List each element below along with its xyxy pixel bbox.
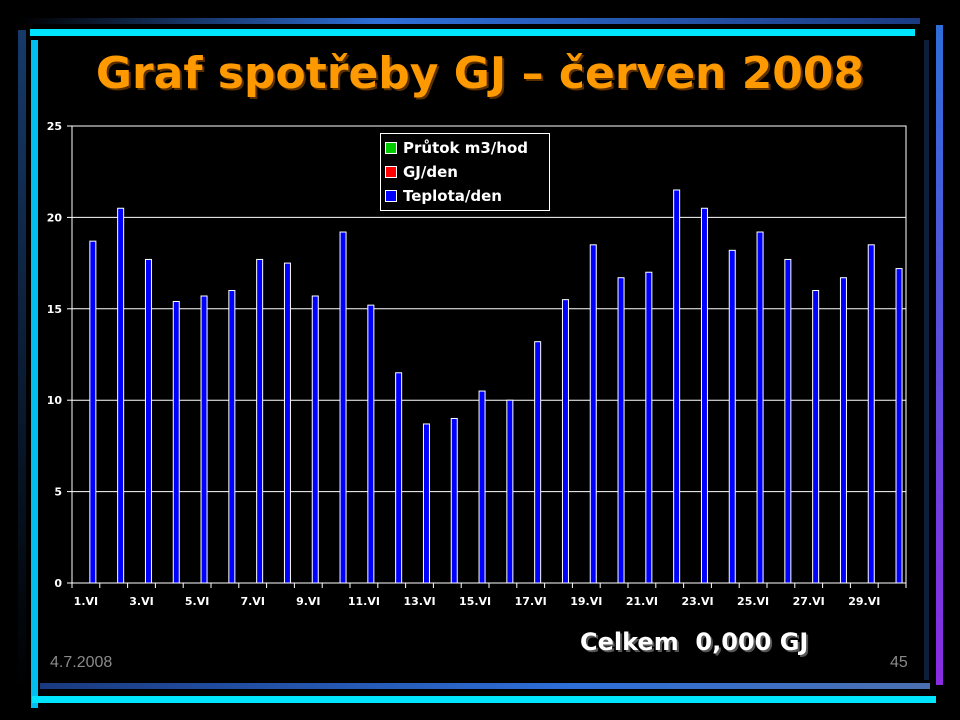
bar-teplota <box>784 258 792 584</box>
bar-teplota <box>339 231 347 584</box>
x-tick-label: 27.VI <box>793 595 825 608</box>
legend-label-temperature: Teplota/den <box>403 187 502 205</box>
x-tick-label: 29.VI <box>848 595 880 608</box>
bar-teplota <box>812 290 820 584</box>
frame-left-dark-bar <box>18 30 26 690</box>
bar-teplota <box>839 277 847 584</box>
bar-teplota <box>395 372 403 584</box>
frame-top-blue-bar <box>20 18 920 24</box>
bar-teplota <box>367 304 375 584</box>
slide-title: Graf spotřeby GJ – červen 2008 <box>95 48 865 99</box>
bar-teplota <box>589 244 597 584</box>
x-tick-label: 5.VI <box>185 595 209 608</box>
x-tick-label: 21.VI <box>626 595 658 608</box>
bar-teplota <box>478 390 486 584</box>
chart-legend: Průtok m3/hod GJ/den Teplota/den <box>380 133 550 211</box>
frame-top-cyan-bar <box>30 29 915 36</box>
y-tick-label: 0 <box>54 577 62 590</box>
y-tick-label: 20 <box>47 211 63 224</box>
bar-teplota <box>172 300 180 584</box>
bar-teplota <box>89 240 97 584</box>
bar-teplota <box>506 399 514 584</box>
x-tick-label: 25.VI <box>737 595 769 608</box>
bar-teplota <box>895 268 903 584</box>
bar-teplota <box>450 417 458 584</box>
x-tick-label: 13.VI <box>403 595 435 608</box>
bar-teplota <box>283 262 291 584</box>
bar-teplota <box>422 423 430 584</box>
x-tick-label: 7.VI <box>240 595 264 608</box>
frame-right-dark-bar <box>924 40 929 680</box>
y-tick-label: 15 <box>47 303 62 316</box>
frame-left-cyan-bar <box>31 40 38 708</box>
x-tick-label: 17.VI <box>515 595 547 608</box>
legend-label-gj: GJ/den <box>403 163 458 181</box>
bar-teplota <box>673 189 681 584</box>
legend-swatch-temperature <box>385 190 397 202</box>
bar-teplota <box>117 207 125 584</box>
bar-teplota <box>311 295 319 584</box>
legend-item-temperature: Teplota/den <box>385 184 545 208</box>
y-tick-label: 25 <box>47 120 62 133</box>
slide-date: 4.7.2008 <box>50 654 113 671</box>
bar-teplota <box>700 207 708 584</box>
x-tick-label: 11.VI <box>348 595 380 608</box>
legend-item-flow: Průtok m3/hod <box>385 136 545 160</box>
frame-bottom-blue-bar <box>40 683 930 689</box>
bar-teplota <box>534 341 542 584</box>
bar-teplota <box>867 244 875 584</box>
legend-item-gj: GJ/den <box>385 160 545 184</box>
legend-swatch-gj <box>385 166 397 178</box>
y-tick-label: 10 <box>47 394 63 407</box>
bar-teplota <box>561 299 569 584</box>
x-tick-label: 19.VI <box>570 595 602 608</box>
y-tick-label: 5 <box>54 486 62 499</box>
bar-teplota <box>617 277 625 584</box>
bar-teplota <box>200 295 208 584</box>
bar-teplota <box>728 249 736 584</box>
bar-teplota <box>144 258 152 584</box>
x-tick-label: 15.VI <box>459 595 491 608</box>
total-consumption: Celkem 0,000 GJ <box>580 628 809 656</box>
frame-right-purple-bar <box>936 25 943 685</box>
x-tick-label: 1.VI <box>74 595 98 608</box>
bar-teplota <box>256 258 264 584</box>
legend-swatch-flow <box>385 142 397 154</box>
x-tick-label: 9.VI <box>296 595 320 608</box>
x-tick-label: 23.VI <box>681 595 713 608</box>
x-tick-label: 3.VI <box>129 595 153 608</box>
bar-teplota <box>756 231 764 584</box>
frame-bottom-cyan-bar <box>32 696 936 703</box>
bar-teplota <box>228 290 236 584</box>
slide-page-number: 45 <box>890 654 908 671</box>
legend-label-flow: Průtok m3/hod <box>403 139 529 157</box>
bar-teplota <box>645 271 653 584</box>
